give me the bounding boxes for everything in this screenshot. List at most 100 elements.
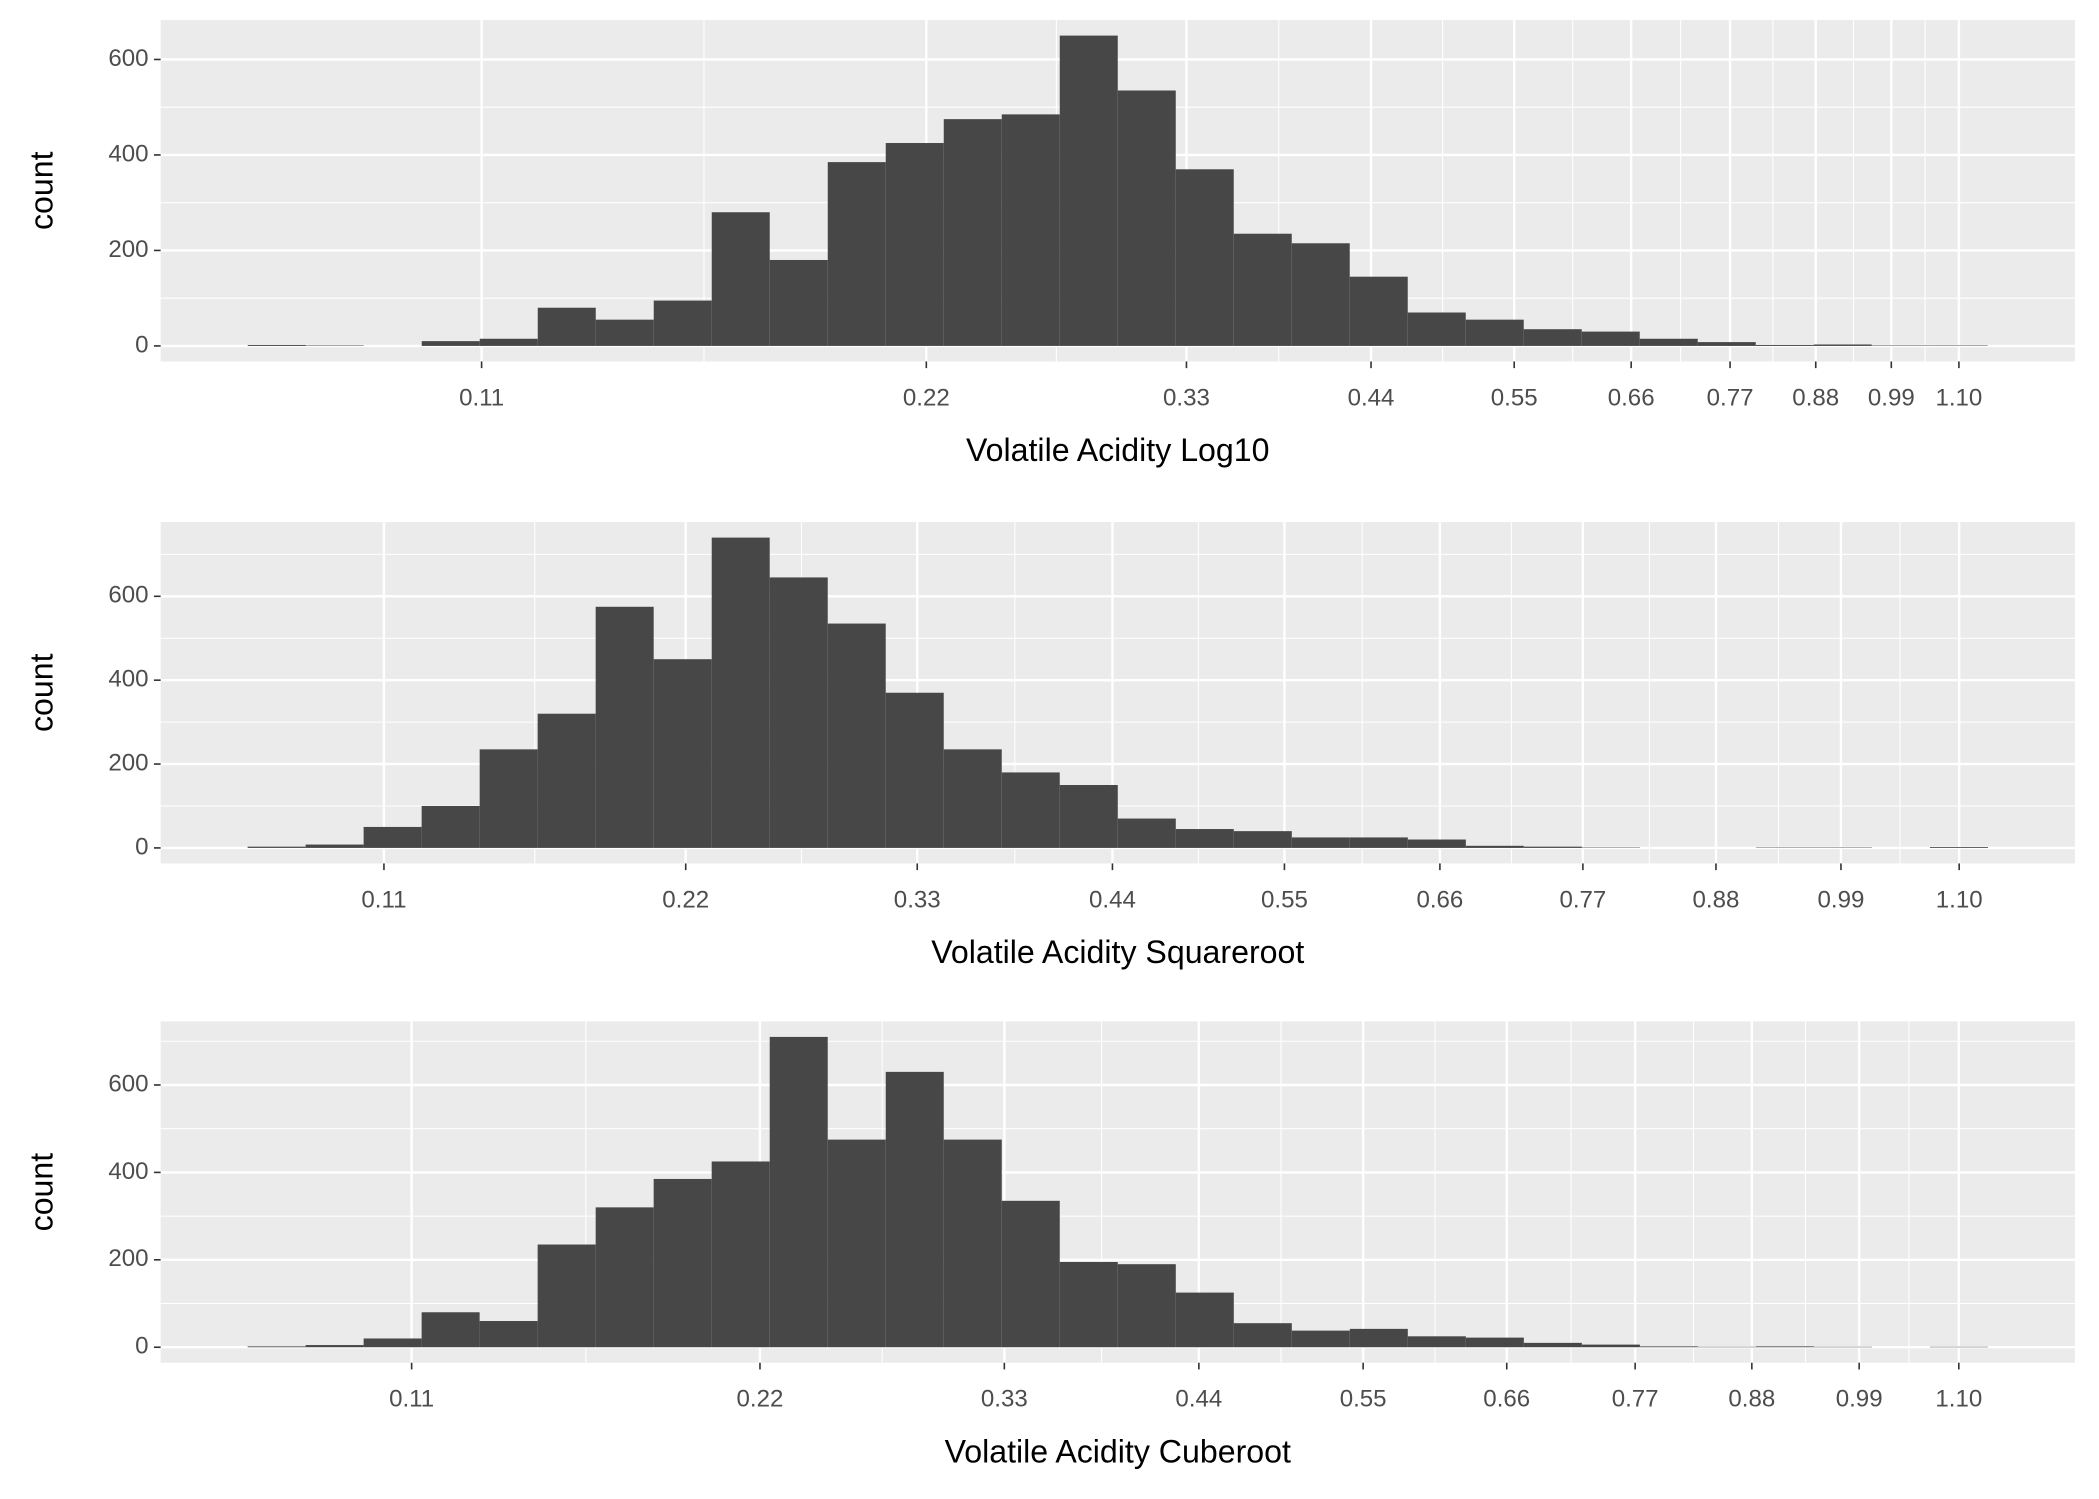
x-tick-label: 0.22 xyxy=(737,1386,784,1413)
histogram-bar xyxy=(1465,319,1524,346)
histogram-bar xyxy=(711,212,770,346)
x-tick-label: 1.10 xyxy=(1935,384,1982,411)
plot-area: 0 200 400 600 0.11 0.22 0.33 0.44 0.55 0.66 0.77 0.… xyxy=(24,20,2075,1469)
histogram-bar xyxy=(479,338,538,346)
y-tick-label: 600 xyxy=(108,45,148,72)
histogram-bar xyxy=(769,1036,828,1348)
x-tick-label: 0.88 xyxy=(1792,384,1839,411)
histogram-bar xyxy=(247,846,306,848)
y-tick-label: 400 xyxy=(108,140,148,167)
histogram-bar xyxy=(827,623,886,848)
panel: 0 200 400 600 0.11 0.22 0.33 0.44 0.55 0.66 0.77 0.… xyxy=(24,522,2075,970)
x-tick-label: 0.88 xyxy=(1728,1386,1775,1413)
x-tick-label: 1.10 xyxy=(1935,1386,1982,1413)
x-tick-label: 0.11 xyxy=(459,384,504,411)
histogram-bar xyxy=(363,826,422,848)
x-tick-label: 0.22 xyxy=(662,886,709,913)
histogram-bar xyxy=(1465,1337,1524,1348)
histogram-bar xyxy=(421,805,480,848)
y-tick-label: 0 xyxy=(135,833,148,860)
x-axis-title: Volatile Acidity Squareroot xyxy=(931,934,1304,970)
histogram-bar xyxy=(1639,338,1698,346)
histogram-bar xyxy=(595,1207,654,1348)
x-axis-title: Volatile Acidity Log10 xyxy=(966,432,1269,468)
x-tick-label: 0.66 xyxy=(1416,886,1463,913)
histogram-bar xyxy=(1407,312,1466,346)
x-tick-label: 0.55 xyxy=(1261,886,1308,913)
y-tick-label: 200 xyxy=(108,1245,148,1272)
histogram-bar xyxy=(421,341,480,346)
y-tick-label: 0 xyxy=(135,1333,148,1360)
x-tick-label: 0.11 xyxy=(361,886,406,913)
histogram-bar xyxy=(1291,837,1350,848)
histogram-bar xyxy=(943,119,1002,346)
histogram-bar xyxy=(1349,837,1408,848)
x-tick-label: 0.55 xyxy=(1340,1386,1387,1413)
histogram-bar xyxy=(1523,329,1582,346)
y-tick-label: 200 xyxy=(108,749,148,776)
x-tick-label: 0.77 xyxy=(1707,384,1754,411)
histogram-bar xyxy=(1175,829,1234,848)
histogram-bar xyxy=(421,1312,480,1348)
histogram-bar xyxy=(769,577,828,848)
x-tick-label: 0.44 xyxy=(1175,1386,1222,1413)
histogram-bar xyxy=(479,749,538,848)
x-tick-label: 0.44 xyxy=(1348,384,1395,411)
histogram-bar xyxy=(885,143,944,346)
histogram-bar xyxy=(1001,1200,1060,1348)
x-tick-label: 0.66 xyxy=(1483,1386,1530,1413)
histogram-bar xyxy=(711,537,770,848)
histogram-bar xyxy=(1175,1292,1234,1348)
histogram-bar xyxy=(1059,785,1118,848)
x-tick-label: 0.99 xyxy=(1818,886,1865,913)
histogram-bar xyxy=(885,692,944,848)
histogram-bar xyxy=(1523,846,1582,848)
histogram-bar xyxy=(479,1321,538,1348)
histogram-bar xyxy=(943,1139,1002,1348)
histogram-bar xyxy=(1755,1346,1814,1348)
histogram-bar xyxy=(1407,839,1466,848)
histogram-bar xyxy=(653,300,712,346)
histogram-bar xyxy=(537,713,596,848)
histogram-bar xyxy=(1117,90,1176,346)
histogram-bar xyxy=(1349,276,1408,346)
histogram-bar xyxy=(1001,114,1060,346)
x-tick-label: 0.44 xyxy=(1089,886,1136,913)
histogram-bar xyxy=(595,606,654,848)
x-tick-label: 0.88 xyxy=(1693,886,1740,913)
histogram-bar xyxy=(653,1178,712,1348)
histogram-bar xyxy=(1233,1323,1292,1348)
x-tick-label: 0.66 xyxy=(1608,384,1655,411)
histogram-bar xyxy=(711,1161,770,1348)
y-axis-title: count xyxy=(24,151,60,230)
histogram-bar xyxy=(1349,1328,1408,1348)
x-tick-label: 0.99 xyxy=(1836,1386,1883,1413)
histogram-bar xyxy=(305,844,364,848)
histogram-bar xyxy=(1291,243,1350,346)
histogram-bar xyxy=(595,319,654,346)
histogram-bar xyxy=(827,1139,886,1348)
y-tick-label: 400 xyxy=(108,666,148,693)
histogram-bar xyxy=(247,1346,306,1348)
histogram-bar xyxy=(885,1071,944,1348)
x-tick-label: 0.55 xyxy=(1491,384,1538,411)
histogram-bar xyxy=(827,162,886,346)
histogram-bar xyxy=(653,659,712,848)
histogram-bar xyxy=(1581,1344,1640,1348)
y-tick-label: 0 xyxy=(135,331,148,358)
y-tick-label: 400 xyxy=(108,1158,148,1185)
y-axis-title: count xyxy=(24,1153,60,1232)
histogram-bar xyxy=(363,1338,422,1348)
y-tick-label: 600 xyxy=(108,1070,148,1097)
x-axis-title: Volatile Acidity Cuberoot xyxy=(945,1433,1291,1469)
histogram-bar xyxy=(1523,1342,1582,1348)
histogram-bar xyxy=(1407,1336,1466,1348)
histogram-bar xyxy=(1581,331,1640,346)
y-tick-label: 200 xyxy=(108,236,148,263)
x-tick-label: 1.10 xyxy=(1936,886,1983,913)
histogram-bar xyxy=(1117,1264,1176,1348)
histogram-bar xyxy=(537,307,596,346)
histogram-bar xyxy=(943,749,1002,848)
histogram-bar xyxy=(1697,342,1756,346)
